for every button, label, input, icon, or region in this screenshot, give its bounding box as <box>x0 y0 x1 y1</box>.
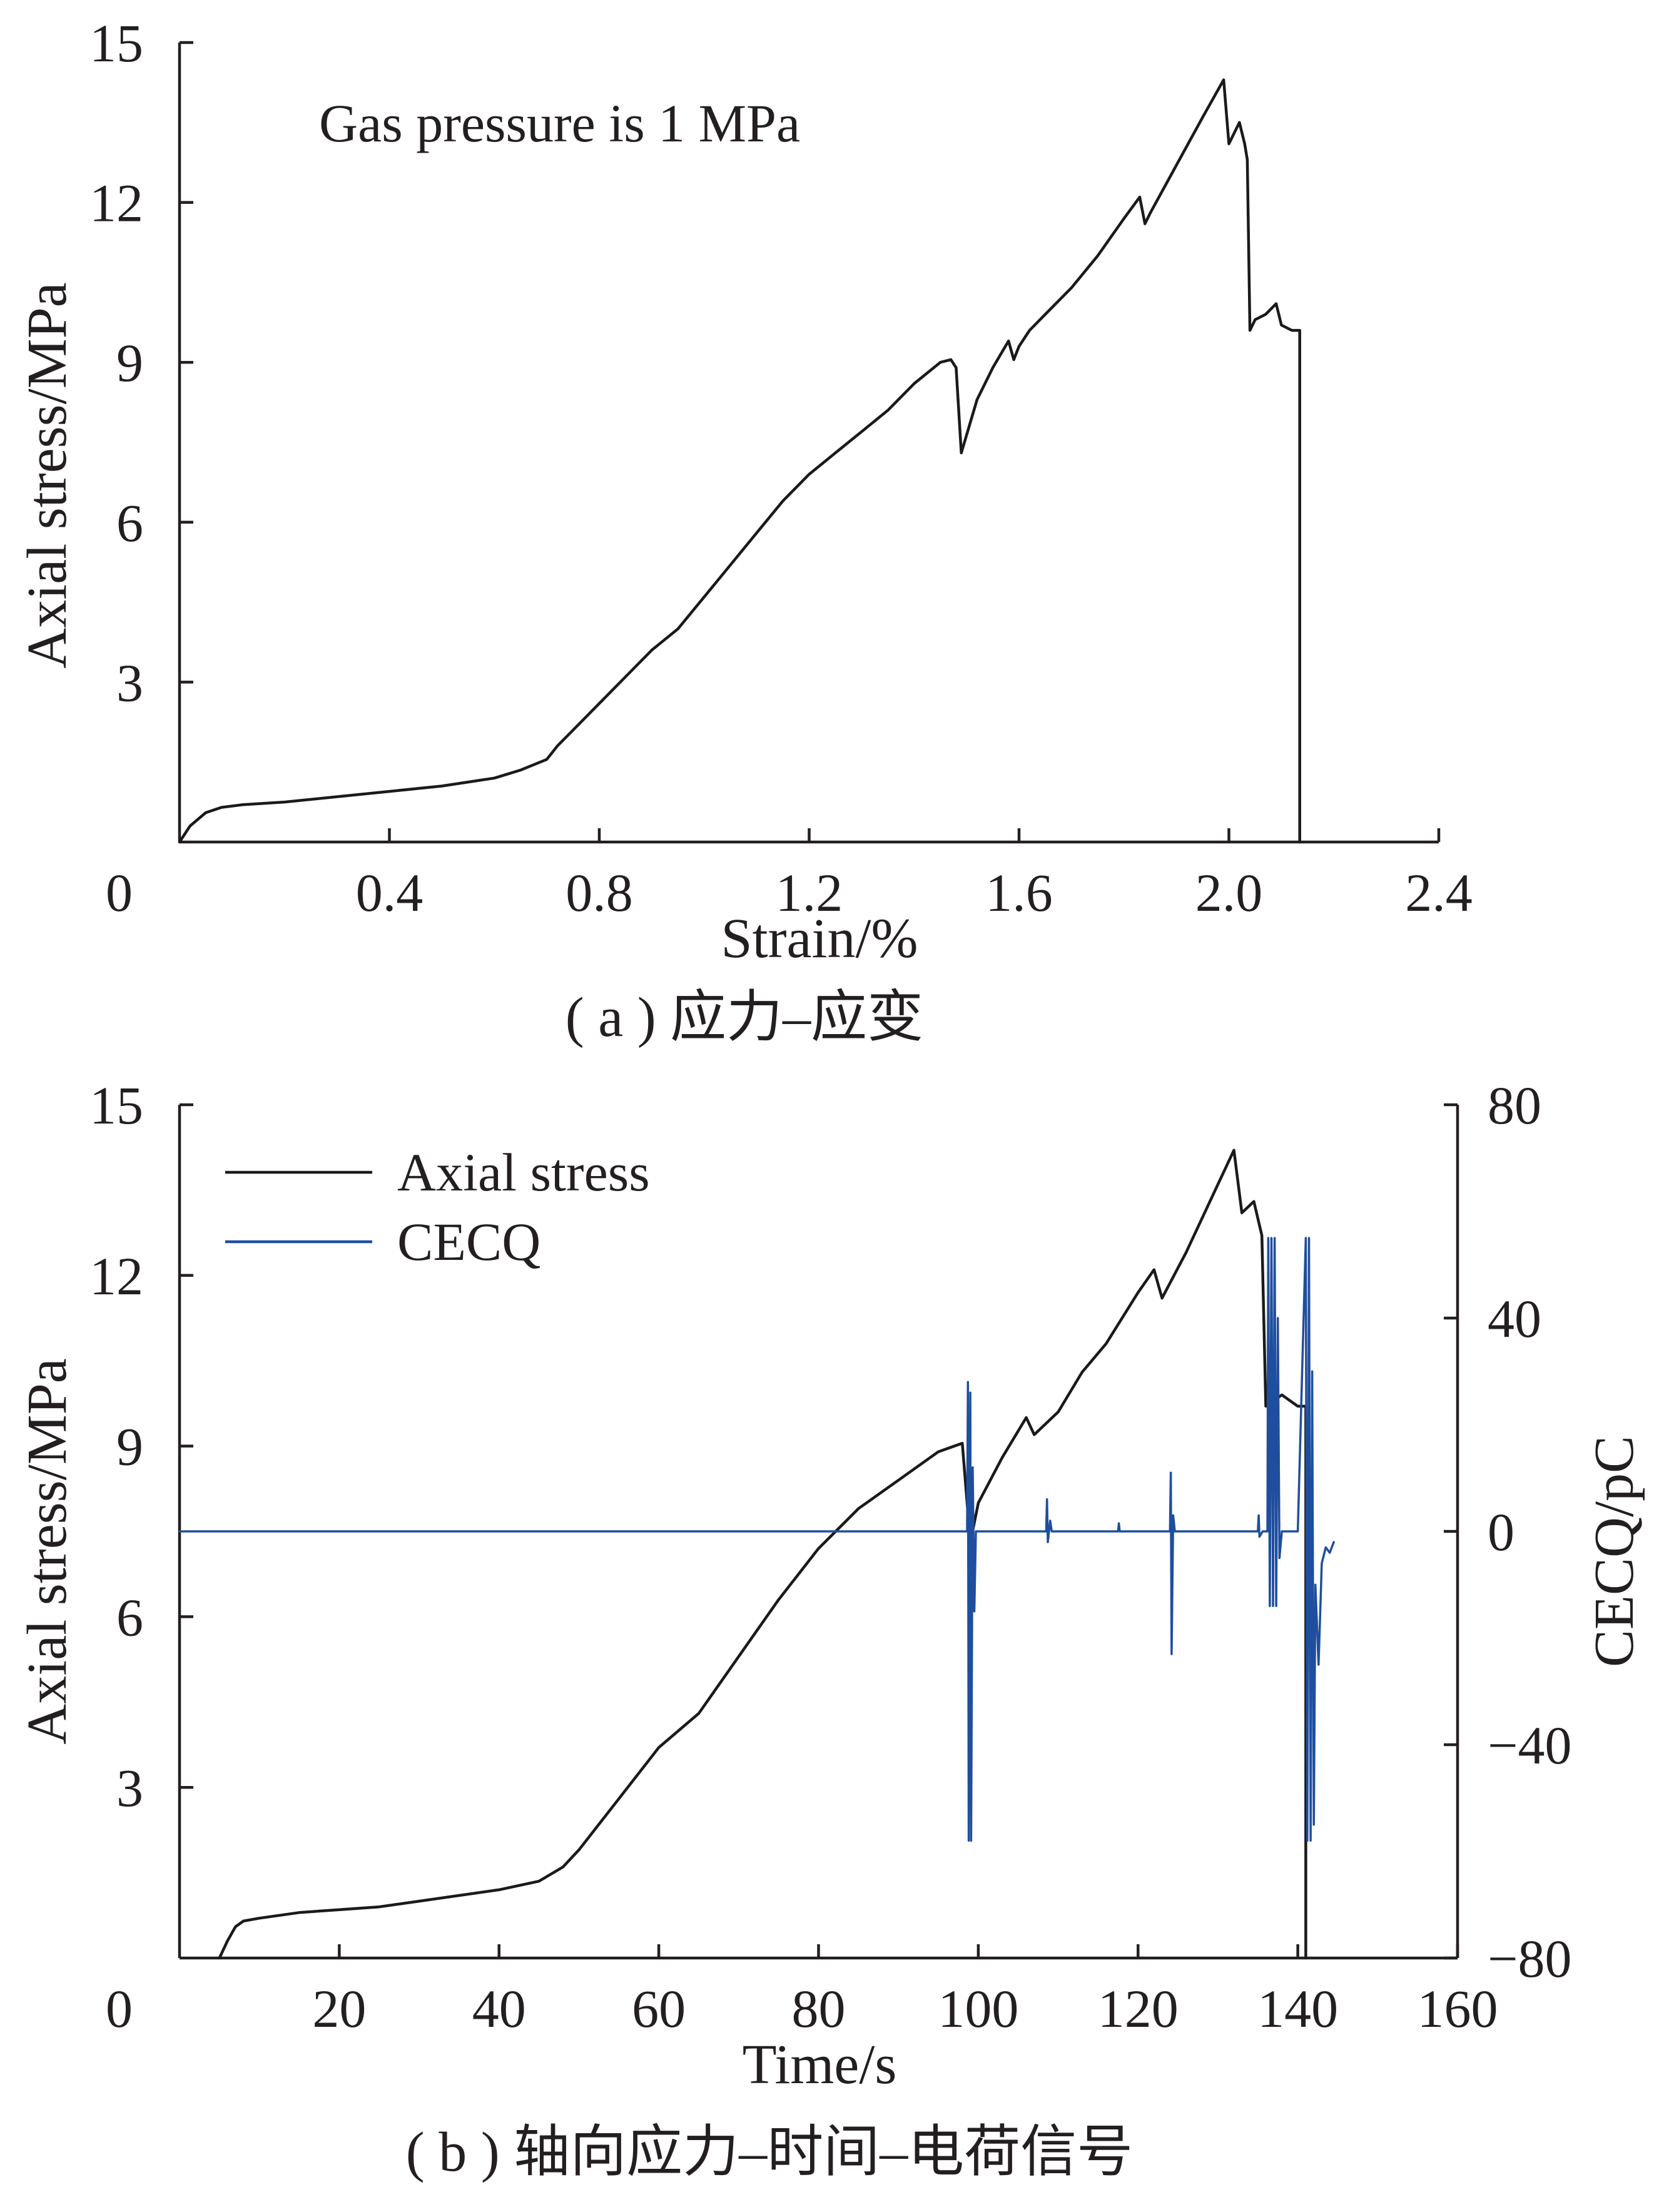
panel-b-series <box>178 1149 1335 1960</box>
x-tick-label: 0.4 <box>356 863 424 923</box>
x-tick-label: 140 <box>1257 1979 1338 2039</box>
panel-b-ticks: 0 20 40 60 80 100 120 140 160 3 6 9 12 15 −80 −40 0 40 80 <box>89 1075 1572 2039</box>
panel-a-caption: ( a ) 应力–应变 <box>566 987 923 1048</box>
x-tick-label: 1.6 <box>985 863 1053 923</box>
y-tick-label: 3 <box>116 652 143 713</box>
x-tick-label: 40 <box>472 1979 526 2039</box>
y-tick-label: 12 <box>89 1246 143 1306</box>
x-tick-label: 80 <box>792 1979 846 2039</box>
panel-b-legend: Axial stress CECQ <box>225 1142 650 1272</box>
panel-a-stress-strain-chart: 0 0.4 0.8 1.2 1.6 2.0 2.4 3 6 9 12 15 Gas pressure … <box>16 13 1473 1048</box>
y-tick-label: 15 <box>89 13 143 73</box>
y-tick-label: 15 <box>89 1075 143 1135</box>
x-tick-label: 2.0 <box>1195 863 1263 923</box>
origin-tick-label: 0 <box>106 1979 133 2039</box>
panel-a-ticks: 0 0.4 0.8 1.2 1.6 2.0 2.4 3 6 9 12 15 <box>89 13 1473 923</box>
x-tick-label: 0.8 <box>566 863 633 923</box>
y-tick-label: 6 <box>116 493 143 553</box>
panel-a-axes <box>178 43 1439 844</box>
right-y-tick-label: −40 <box>1488 1715 1572 1775</box>
y-tick-label: 12 <box>89 173 143 233</box>
x-tick-label: 100 <box>938 1979 1018 2039</box>
y-tick-label: 3 <box>116 1758 143 1818</box>
series-line-stress-strain <box>178 78 1301 844</box>
panel-b-y-axis-title: Axial stress/MPa <box>16 1358 78 1744</box>
y-tick-label: 9 <box>116 333 143 393</box>
panel-b-caption: ( b ) 轴向应力–时间–电荷信号 <box>406 2121 1133 2183</box>
x-tick-label: 2.4 <box>1405 863 1473 923</box>
y-tick-label: 9 <box>116 1417 143 1477</box>
series-line-cecq <box>178 1237 1335 1842</box>
legend-label-axial-stress: Axial stress <box>397 1142 650 1202</box>
x-tick-label: 20 <box>312 1979 366 2039</box>
x-tick-label: 1.2 <box>776 863 843 923</box>
x-tick-label: 120 <box>1098 1979 1179 2039</box>
panel-b-stress-time-charge-chart: 0 20 40 60 80 100 120 140 1603691215−80−4004080 … <box>16 1075 1645 2183</box>
legend-label-cecq: CECQ <box>397 1212 540 1272</box>
panel-a-x-axis-title: Strain/% <box>721 908 918 970</box>
right-y-tick-label: 0 <box>1488 1502 1514 1562</box>
right-y-tick-label: −80 <box>1488 1929 1572 1989</box>
panel-a-annotation: Gas pressure is 1 MPa <box>319 93 800 153</box>
panel-a-series <box>178 78 1301 844</box>
x-tick-label: 160 <box>1418 1979 1498 2039</box>
panel-b-right-y-axis-title: CECQ/pC <box>1583 1436 1645 1667</box>
right-y-tick-label: 40 <box>1488 1289 1541 1349</box>
right-y-tick-label: 80 <box>1488 1075 1541 1135</box>
y-tick-label: 6 <box>116 1587 143 1647</box>
panel-a-y-axis-title: Axial stress/MPa <box>16 282 78 668</box>
series-line-axial-stress <box>218 1149 1307 1960</box>
origin-tick-label: 0 <box>106 863 133 923</box>
x-tick-label: 60 <box>632 1979 686 2039</box>
panel-b-x-axis-title: Time/s <box>743 2034 897 2096</box>
